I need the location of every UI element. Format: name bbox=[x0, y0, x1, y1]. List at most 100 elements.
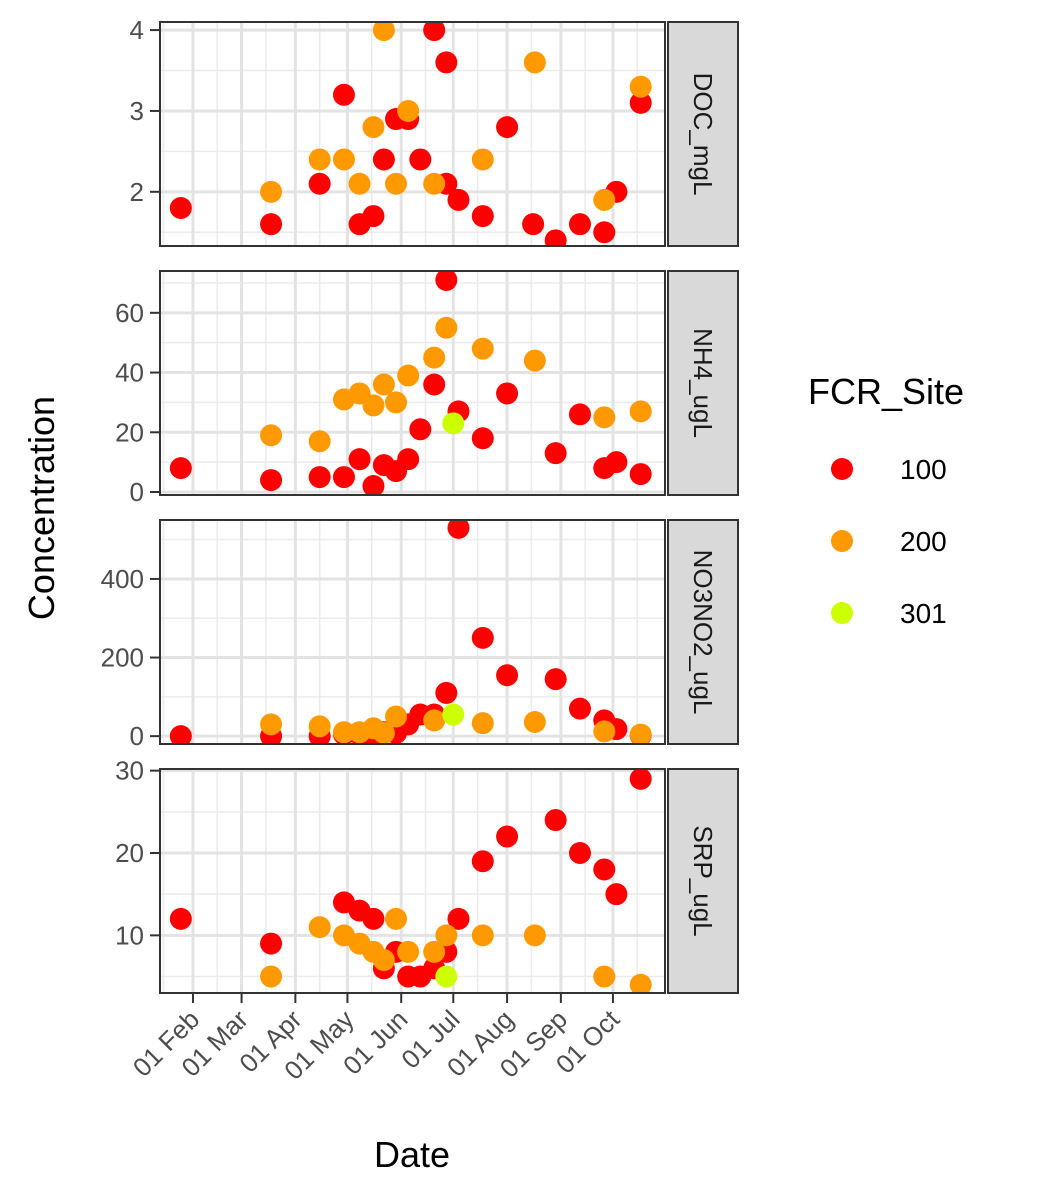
facet-strip bbox=[667, 519, 739, 745]
data-point-site-100 bbox=[544, 229, 567, 246]
data-point-site-200 bbox=[260, 180, 283, 203]
data-point-site-100 bbox=[568, 403, 591, 426]
data-point-site-100 bbox=[362, 907, 385, 930]
data-point-site-100 bbox=[593, 858, 616, 881]
data-point-site-100 bbox=[496, 664, 519, 687]
data-point-site-100 bbox=[629, 463, 652, 486]
data-point-site-200 bbox=[423, 940, 446, 963]
data-point-site-301 bbox=[442, 412, 465, 435]
data-point-site-200 bbox=[385, 705, 408, 728]
data-point-site-100 bbox=[308, 172, 331, 195]
data-point-site-100 bbox=[447, 520, 470, 539]
data-point-site-100 bbox=[260, 932, 283, 955]
legend-label-301: 301 bbox=[900, 598, 947, 629]
data-point-site-200 bbox=[593, 720, 616, 743]
data-point-site-200 bbox=[435, 924, 458, 947]
data-point-site-200 bbox=[629, 723, 652, 744]
data-point-site-100 bbox=[471, 850, 494, 873]
data-point-site-200 bbox=[523, 349, 546, 372]
data-point-site-200 bbox=[629, 75, 652, 98]
y-tick-label: 30 bbox=[115, 756, 144, 786]
y-tick-label: 10 bbox=[115, 920, 144, 950]
data-point-site-200 bbox=[629, 973, 652, 993]
data-point-site-100 bbox=[568, 697, 591, 720]
panel-border bbox=[159, 768, 666, 994]
data-point-site-100 bbox=[409, 418, 432, 441]
data-point-site-100 bbox=[568, 213, 591, 236]
data-point-site-100 bbox=[348, 448, 371, 471]
data-point-site-200 bbox=[397, 99, 420, 122]
data-point-site-100 bbox=[471, 205, 494, 228]
data-point-site-200 bbox=[397, 364, 420, 387]
data-point-site-100 bbox=[522, 213, 545, 236]
data-point-site-100 bbox=[544, 442, 567, 465]
data-point-site-200 bbox=[372, 22, 395, 42]
data-point-site-100 bbox=[260, 469, 283, 492]
data-point-site-200 bbox=[593, 406, 616, 429]
data-point-site-200 bbox=[523, 924, 546, 947]
facet-panels: 2 3 4 DOC_mgL 0 20 40 60 NH4_ugL 0 200 400 NO3NO2_ug… bbox=[101, 15, 739, 994]
facet-panel-srp-ugl: 10 20 30 SRP_ugL bbox=[115, 756, 739, 994]
legend-title: FCR_Site bbox=[808, 371, 964, 412]
data-point-site-100 bbox=[409, 148, 432, 171]
data-point-site-200 bbox=[260, 424, 283, 447]
data-point-site-200 bbox=[593, 188, 616, 211]
y-tick-label: 0 bbox=[130, 721, 144, 751]
data-point-site-100 bbox=[435, 681, 458, 704]
data-point-site-200 bbox=[423, 709, 446, 732]
data-point-site-200 bbox=[385, 391, 408, 414]
facet-strip-label: SRP_ugL bbox=[688, 825, 718, 936]
data-point-site-100 bbox=[332, 466, 355, 489]
data-point-site-200 bbox=[471, 337, 494, 360]
data-point-site-200 bbox=[385, 172, 408, 195]
data-points bbox=[169, 22, 652, 246]
data-point-site-100 bbox=[308, 466, 331, 489]
data-point-site-200 bbox=[593, 965, 616, 988]
data-point-site-100 bbox=[605, 883, 628, 906]
y-tick-label: 3 bbox=[130, 96, 144, 126]
data-point-site-200 bbox=[423, 172, 446, 195]
data-point-site-200 bbox=[332, 148, 355, 171]
data-point-site-100 bbox=[544, 668, 567, 691]
data-point-site-200 bbox=[471, 148, 494, 171]
data-point-site-200 bbox=[348, 172, 371, 195]
data-point-site-301 bbox=[435, 965, 458, 988]
data-point-site-100 bbox=[423, 22, 446, 42]
data-point-site-200 bbox=[629, 400, 652, 423]
data-point-site-200 bbox=[362, 116, 385, 139]
y-axis-title: Concentration bbox=[21, 396, 62, 620]
data-point-site-100 bbox=[362, 475, 385, 495]
data-point-site-100 bbox=[260, 213, 283, 236]
data-point-site-100 bbox=[332, 83, 355, 106]
data-point-site-100 bbox=[447, 907, 470, 930]
data-point-site-200 bbox=[372, 373, 395, 396]
facet-panel-no3no2-ugl: 0 200 400 NO3NO2_ugL bbox=[101, 519, 739, 751]
data-point-site-100 bbox=[169, 196, 192, 219]
data-point-site-200 bbox=[260, 965, 283, 988]
data-points bbox=[169, 520, 652, 744]
panel-border bbox=[159, 21, 666, 247]
data-point-site-100 bbox=[435, 271, 458, 291]
data-point-site-100 bbox=[372, 148, 395, 171]
data-points bbox=[169, 769, 652, 993]
y-tick-label: 4 bbox=[130, 15, 144, 45]
data-point-site-200 bbox=[372, 721, 395, 744]
facet-strip-label: DOC_mgL bbox=[688, 73, 718, 196]
y-tick-label: 200 bbox=[101, 643, 144, 673]
data-point-site-200 bbox=[332, 721, 355, 744]
data-point-site-200 bbox=[423, 346, 446, 369]
data-point-site-200 bbox=[471, 712, 494, 735]
data-point-site-100 bbox=[423, 373, 446, 396]
facet-strip-label: NH4_ugL bbox=[688, 328, 718, 438]
legend-label-200: 200 bbox=[900, 526, 947, 557]
data-point-site-100 bbox=[496, 382, 519, 405]
facet-strip-label: NO3NO2_ugL bbox=[688, 550, 718, 715]
data-points bbox=[169, 271, 652, 495]
data-point-site-200 bbox=[308, 916, 331, 939]
data-point-site-100 bbox=[471, 626, 494, 649]
data-point-site-100 bbox=[593, 221, 616, 244]
data-point-site-100 bbox=[169, 457, 192, 480]
y-tick-label: 60 bbox=[115, 298, 144, 328]
